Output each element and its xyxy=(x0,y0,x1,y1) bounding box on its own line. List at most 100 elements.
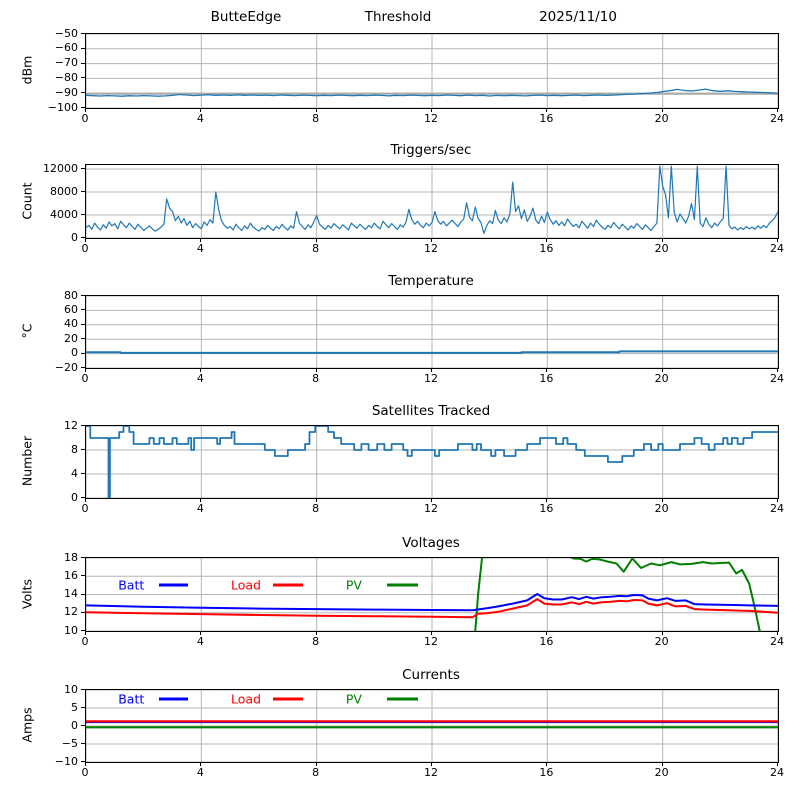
x-tick-label: 20 xyxy=(654,635,669,648)
x-tick-mark xyxy=(546,498,548,502)
currents-chart xyxy=(86,690,778,762)
x-tick-label: 0 xyxy=(81,502,89,515)
x-tick-mark xyxy=(431,368,432,372)
x-tick-mark xyxy=(315,108,317,112)
y-tick-label: 12 xyxy=(64,418,78,432)
x-tick-mark xyxy=(546,238,548,242)
y-axis-label: Volts xyxy=(19,578,35,609)
y-tick-label: 14 xyxy=(64,587,78,600)
x-tick-mark xyxy=(546,368,548,372)
panel-triggers: Triggers/sec Count 0 4000 8000 12000 0 4 8 12 16… xyxy=(0,142,800,255)
y-tick-mark xyxy=(81,593,86,595)
legend-label-batt: Batt xyxy=(118,577,145,593)
legend-line-batt xyxy=(159,583,189,587)
series-triggers-per-sec xyxy=(86,165,778,235)
satellites-plot-area xyxy=(85,425,779,499)
x-tick-label: 20 xyxy=(654,766,669,779)
legend-label-pv: PV xyxy=(345,577,362,593)
y-tick-mark xyxy=(81,352,86,354)
x-tick-mark xyxy=(431,762,432,766)
panel-currents: Currents Amps −10 −5 0 5 10 0 4 8 12 16 20 24 Batt Lo… xyxy=(0,667,800,779)
y-tick-mark xyxy=(81,323,86,325)
x-tick-mark xyxy=(315,238,317,242)
y-tick-mark xyxy=(81,367,86,368)
panel-temperature: Temperature °C −20 0 20 40 60 80 0 4 8 12 16 20 24 xyxy=(0,273,800,385)
x-tick-label: 12 xyxy=(424,766,438,779)
panel-title: Currents xyxy=(402,667,460,683)
x-tick-label: 8 xyxy=(312,502,320,515)
y-axis-label: °C xyxy=(19,323,35,339)
legend-line-pv xyxy=(386,583,418,587)
y-tick-mark xyxy=(81,191,86,193)
y-tick-label: 4000 xyxy=(50,207,78,221)
y-tick-label: 5 xyxy=(71,700,78,714)
series-pv-volts xyxy=(474,558,761,631)
x-tick-mark xyxy=(315,631,317,635)
x-tick-mark xyxy=(546,108,548,112)
x-tick-label: 12 xyxy=(424,635,438,648)
currents-plot-area xyxy=(85,689,779,763)
legend-label-batt: Batt xyxy=(118,691,145,707)
x-tick-mark xyxy=(85,762,86,766)
y-tick-label: 8 xyxy=(71,442,78,456)
y-tick-mark xyxy=(81,557,86,558)
x-tick-label: 4 xyxy=(196,242,204,255)
y-tick-label: −70 xyxy=(54,56,78,70)
y-tick-mark xyxy=(81,473,86,474)
x-tick-mark xyxy=(200,762,202,766)
x-tick-mark xyxy=(85,498,86,502)
threshold-panel-title: Threshold xyxy=(364,9,432,25)
y-tick-label: 80 xyxy=(64,288,78,302)
y-tick-mark xyxy=(81,449,86,450)
legend-line-batt xyxy=(159,697,189,701)
station-name: ButteEdge xyxy=(210,9,282,25)
panel-threshold: dBm −100 −90 −80 −70 −60 −50 0 4 8 12 16 20 24 xyxy=(0,27,800,126)
y-tick-label: −5 xyxy=(61,736,78,750)
triggers-chart xyxy=(86,165,778,238)
legend-line-load xyxy=(273,697,303,701)
x-tick-mark xyxy=(431,108,432,112)
satellites-chart xyxy=(86,426,778,498)
y-tick-label: 16 xyxy=(64,568,78,582)
y-tick-mark xyxy=(81,237,86,238)
x-tick-mark xyxy=(85,108,86,112)
series-signal-dbm xyxy=(86,88,778,97)
x-tick-label: 20 xyxy=(654,372,669,385)
y-tick-label: −90 xyxy=(54,85,78,99)
y-tick-label: 12 xyxy=(64,605,78,619)
x-tick-label: 24 xyxy=(770,112,784,125)
y-tick-mark xyxy=(81,295,86,296)
x-tick-mark xyxy=(661,368,663,372)
series-satellites-tracked xyxy=(86,426,778,498)
x-tick-label: 8 xyxy=(312,112,320,125)
x-tick-label: 8 xyxy=(312,242,320,255)
y-tick-label: 0 xyxy=(71,718,78,732)
y-tick-mark xyxy=(81,107,86,108)
panel-satellites: Satellites Tracked Number 0 4 8 12 0 4 8 12 16 20… xyxy=(0,403,800,515)
y-tick-mark xyxy=(81,707,86,708)
y-tick-label: −80 xyxy=(54,70,78,84)
y-axis-label: Number xyxy=(19,435,35,487)
x-tick-label: 12 xyxy=(424,502,438,515)
x-tick-label: 12 xyxy=(424,372,438,385)
y-tick-label: 0 xyxy=(71,346,78,360)
y-tick-mark xyxy=(81,689,86,690)
y-tick-mark xyxy=(81,338,86,340)
y-tick-label: 12000 xyxy=(43,161,78,175)
x-tick-mark xyxy=(777,498,778,502)
panel-title: Voltages xyxy=(402,535,460,551)
y-tick-label: −50 xyxy=(54,26,78,40)
y-tick-mark xyxy=(81,725,86,726)
y-tick-mark xyxy=(81,425,86,426)
x-tick-mark xyxy=(431,498,432,502)
x-tick-label: 4 xyxy=(196,502,204,515)
legend-line-load xyxy=(273,583,303,587)
x-tick-label: 16 xyxy=(539,112,554,125)
x-tick-label: 4 xyxy=(196,766,204,779)
x-tick-mark xyxy=(315,498,317,502)
x-tick-label: 0 xyxy=(81,766,89,779)
y-tick-mark xyxy=(81,575,86,577)
x-tick-mark xyxy=(431,238,432,242)
x-tick-label: 0 xyxy=(81,372,89,385)
x-tick-label: 16 xyxy=(539,766,554,779)
